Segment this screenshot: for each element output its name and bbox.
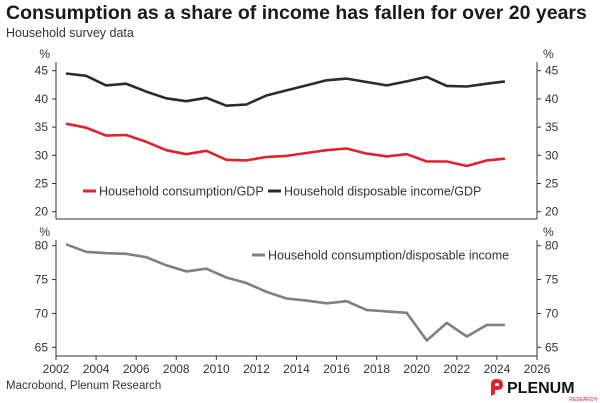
- y-tick-label-right: 30: [545, 148, 559, 162]
- y-tick-label-left: 75: [35, 273, 49, 287]
- series-line-1-2: [65, 72, 506, 107]
- chart-subtitle: Household survey data: [6, 26, 134, 40]
- legend-label-consumption-gdp: Household consumption/GDP: [99, 185, 264, 199]
- x-tick-label: 2004: [83, 362, 110, 376]
- x-tick-label: 2016: [323, 362, 350, 376]
- legend-label-income-gdp: Household disposable income/GDP: [284, 185, 481, 199]
- x-tick-label: 2002: [43, 362, 70, 376]
- legend-label-consumption-income: Household consumption/disposable income: [268, 249, 509, 263]
- plenum-logo: PLENUM RESEARCH: [491, 379, 597, 402]
- x-tick-label: 2012: [243, 362, 270, 376]
- y-tick-label-left: 80: [35, 239, 49, 253]
- y-tick-label-right: 65: [545, 340, 559, 354]
- series-line-1-1: [65, 122, 506, 168]
- y-tick-label-right: 20: [545, 205, 559, 219]
- chart-title: Consumption as a share of income has fal…: [6, 2, 587, 24]
- unit-label-left: %: [39, 225, 50, 239]
- y-tick-label-left: 20: [35, 205, 49, 219]
- y-tick-label-right: 45: [545, 64, 559, 78]
- y-tick-label-right: 75: [545, 273, 559, 287]
- y-tick-label-right: 40: [545, 92, 559, 106]
- y-tick-label-right: 80: [545, 239, 559, 253]
- logo-sub: RESEARCH: [569, 397, 597, 402]
- x-tick-label: 2010: [203, 362, 230, 376]
- y-tick-label-left: 25: [35, 177, 49, 191]
- x-tick-label: 2008: [163, 362, 190, 376]
- unit-label-right: %: [543, 47, 554, 61]
- y-tick-label-right: 25: [545, 177, 559, 191]
- unit-label-right: %: [543, 225, 554, 239]
- panel-1: % % 20 20 25 25 30 30 35 35 40 40 45 45: [35, 47, 559, 220]
- series-line-2-1: [65, 243, 505, 342]
- x-tick-label: 2026: [524, 362, 551, 376]
- y-tick-label-left: 65: [35, 340, 49, 354]
- logo-name: PLENUM: [507, 380, 575, 397]
- logo-mark-icon: [491, 379, 503, 396]
- x-tick-label: 2020: [403, 362, 430, 376]
- y-tick-label-left: 45: [35, 64, 49, 78]
- y-tick-label-left: 35: [35, 120, 49, 134]
- panel-2: % % 65 65 70 70 75 75 80 80 2002 2004 2006 2008 2010 20…: [35, 225, 559, 376]
- x-tick-label: 2014: [283, 362, 310, 376]
- y-tick-label-left: 40: [35, 92, 49, 106]
- x-tick-label: 2024: [484, 362, 511, 376]
- y-tick-label-right: 70: [545, 306, 559, 320]
- y-tick-label-left: 30: [35, 148, 49, 162]
- x-tick-label: 2006: [123, 362, 150, 376]
- y-tick-label-left: 70: [35, 306, 49, 320]
- x-tick-label: 2022: [443, 362, 470, 376]
- source-note: Macrobond, Plenum Research: [6, 380, 162, 392]
- x-tick-label: 2018: [363, 362, 390, 376]
- unit-label-left: %: [39, 47, 50, 61]
- y-tick-label-right: 35: [545, 120, 559, 134]
